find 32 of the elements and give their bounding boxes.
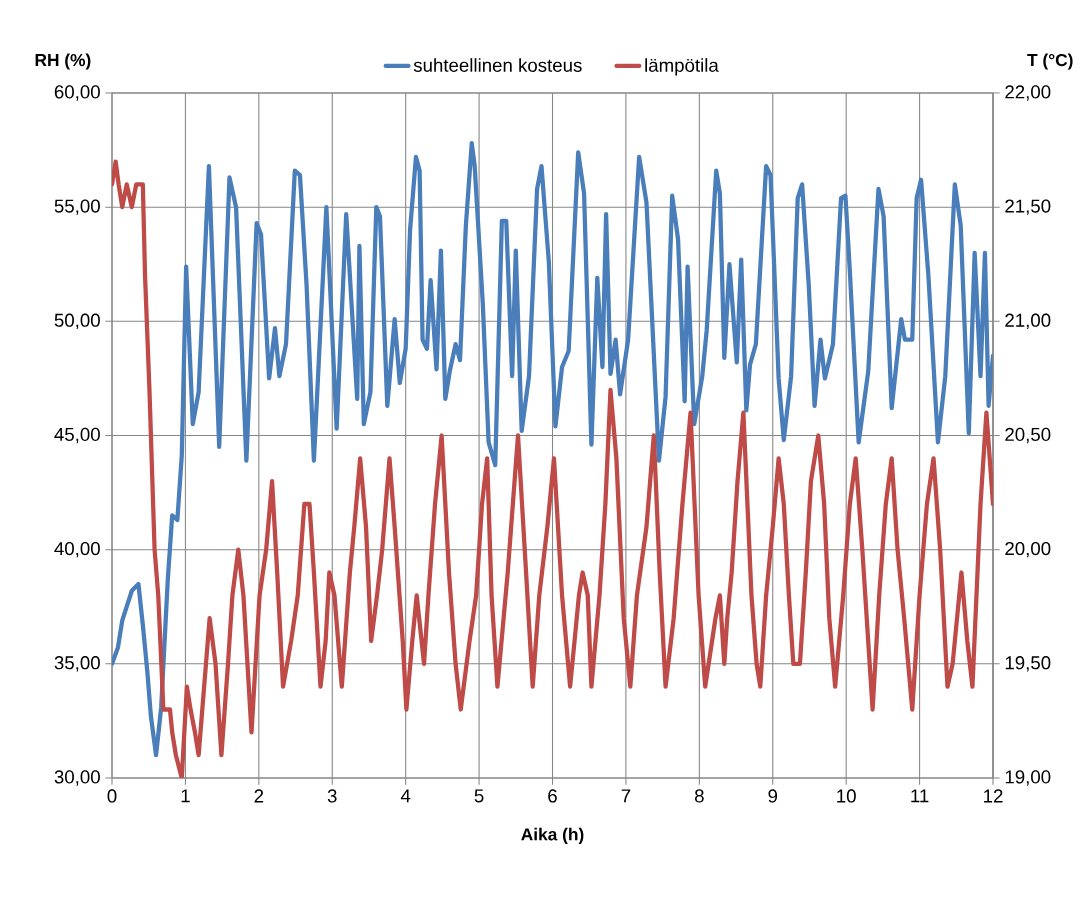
y2-tick-label: 19,50 (1005, 656, 1051, 672)
legend-label: lämpötila (645, 58, 719, 76)
y2-tick-label: 20,00 (1005, 541, 1051, 558)
x-tick-label: 10 (837, 789, 856, 803)
y2-tick-label: 19,00 (1005, 770, 1051, 786)
y-tick-label: 60,00 (54, 85, 100, 101)
y-tick-label: 35,00 (54, 656, 100, 672)
x-axis-title: Aika (h) (521, 827, 584, 844)
x-tick-label: 6 (548, 789, 557, 803)
y-axis-title: RH (%) (35, 53, 91, 70)
y-tick-label: 55,00 (54, 199, 100, 215)
y-tick-label: 45,00 (54, 427, 100, 444)
x-tick-label: 2 (254, 789, 264, 803)
y2-tick-label: 21,50 (1005, 199, 1051, 215)
x-tick-label: 12 (984, 789, 1003, 803)
y2-tick-label: 20,50 (1005, 427, 1051, 444)
x-tick-label: 8 (694, 789, 704, 803)
x-tick-label: 4 (400, 789, 411, 803)
y-tick-label: 30,00 (54, 770, 100, 786)
y2-tick-label: 22,00 (1005, 85, 1051, 101)
x-tick-label: 5 (474, 789, 484, 803)
x-tick-label: 0 (107, 789, 117, 803)
y-tick-label: 50,00 (54, 313, 100, 330)
x-tick-label: 1 (181, 789, 190, 803)
x-tick-label: 3 (327, 789, 337, 803)
x-tick-label: 11 (911, 789, 929, 803)
x-tick-label: 7 (621, 789, 631, 803)
x-tick-label: 9 (768, 789, 778, 803)
y2-axis-title: T (°C) (1027, 53, 1073, 70)
legend-label: suhteellinen kosteus (413, 58, 582, 72)
y2-tick-label: 21,00 (1005, 313, 1051, 330)
y-tick-label: 40,00 (54, 541, 100, 558)
